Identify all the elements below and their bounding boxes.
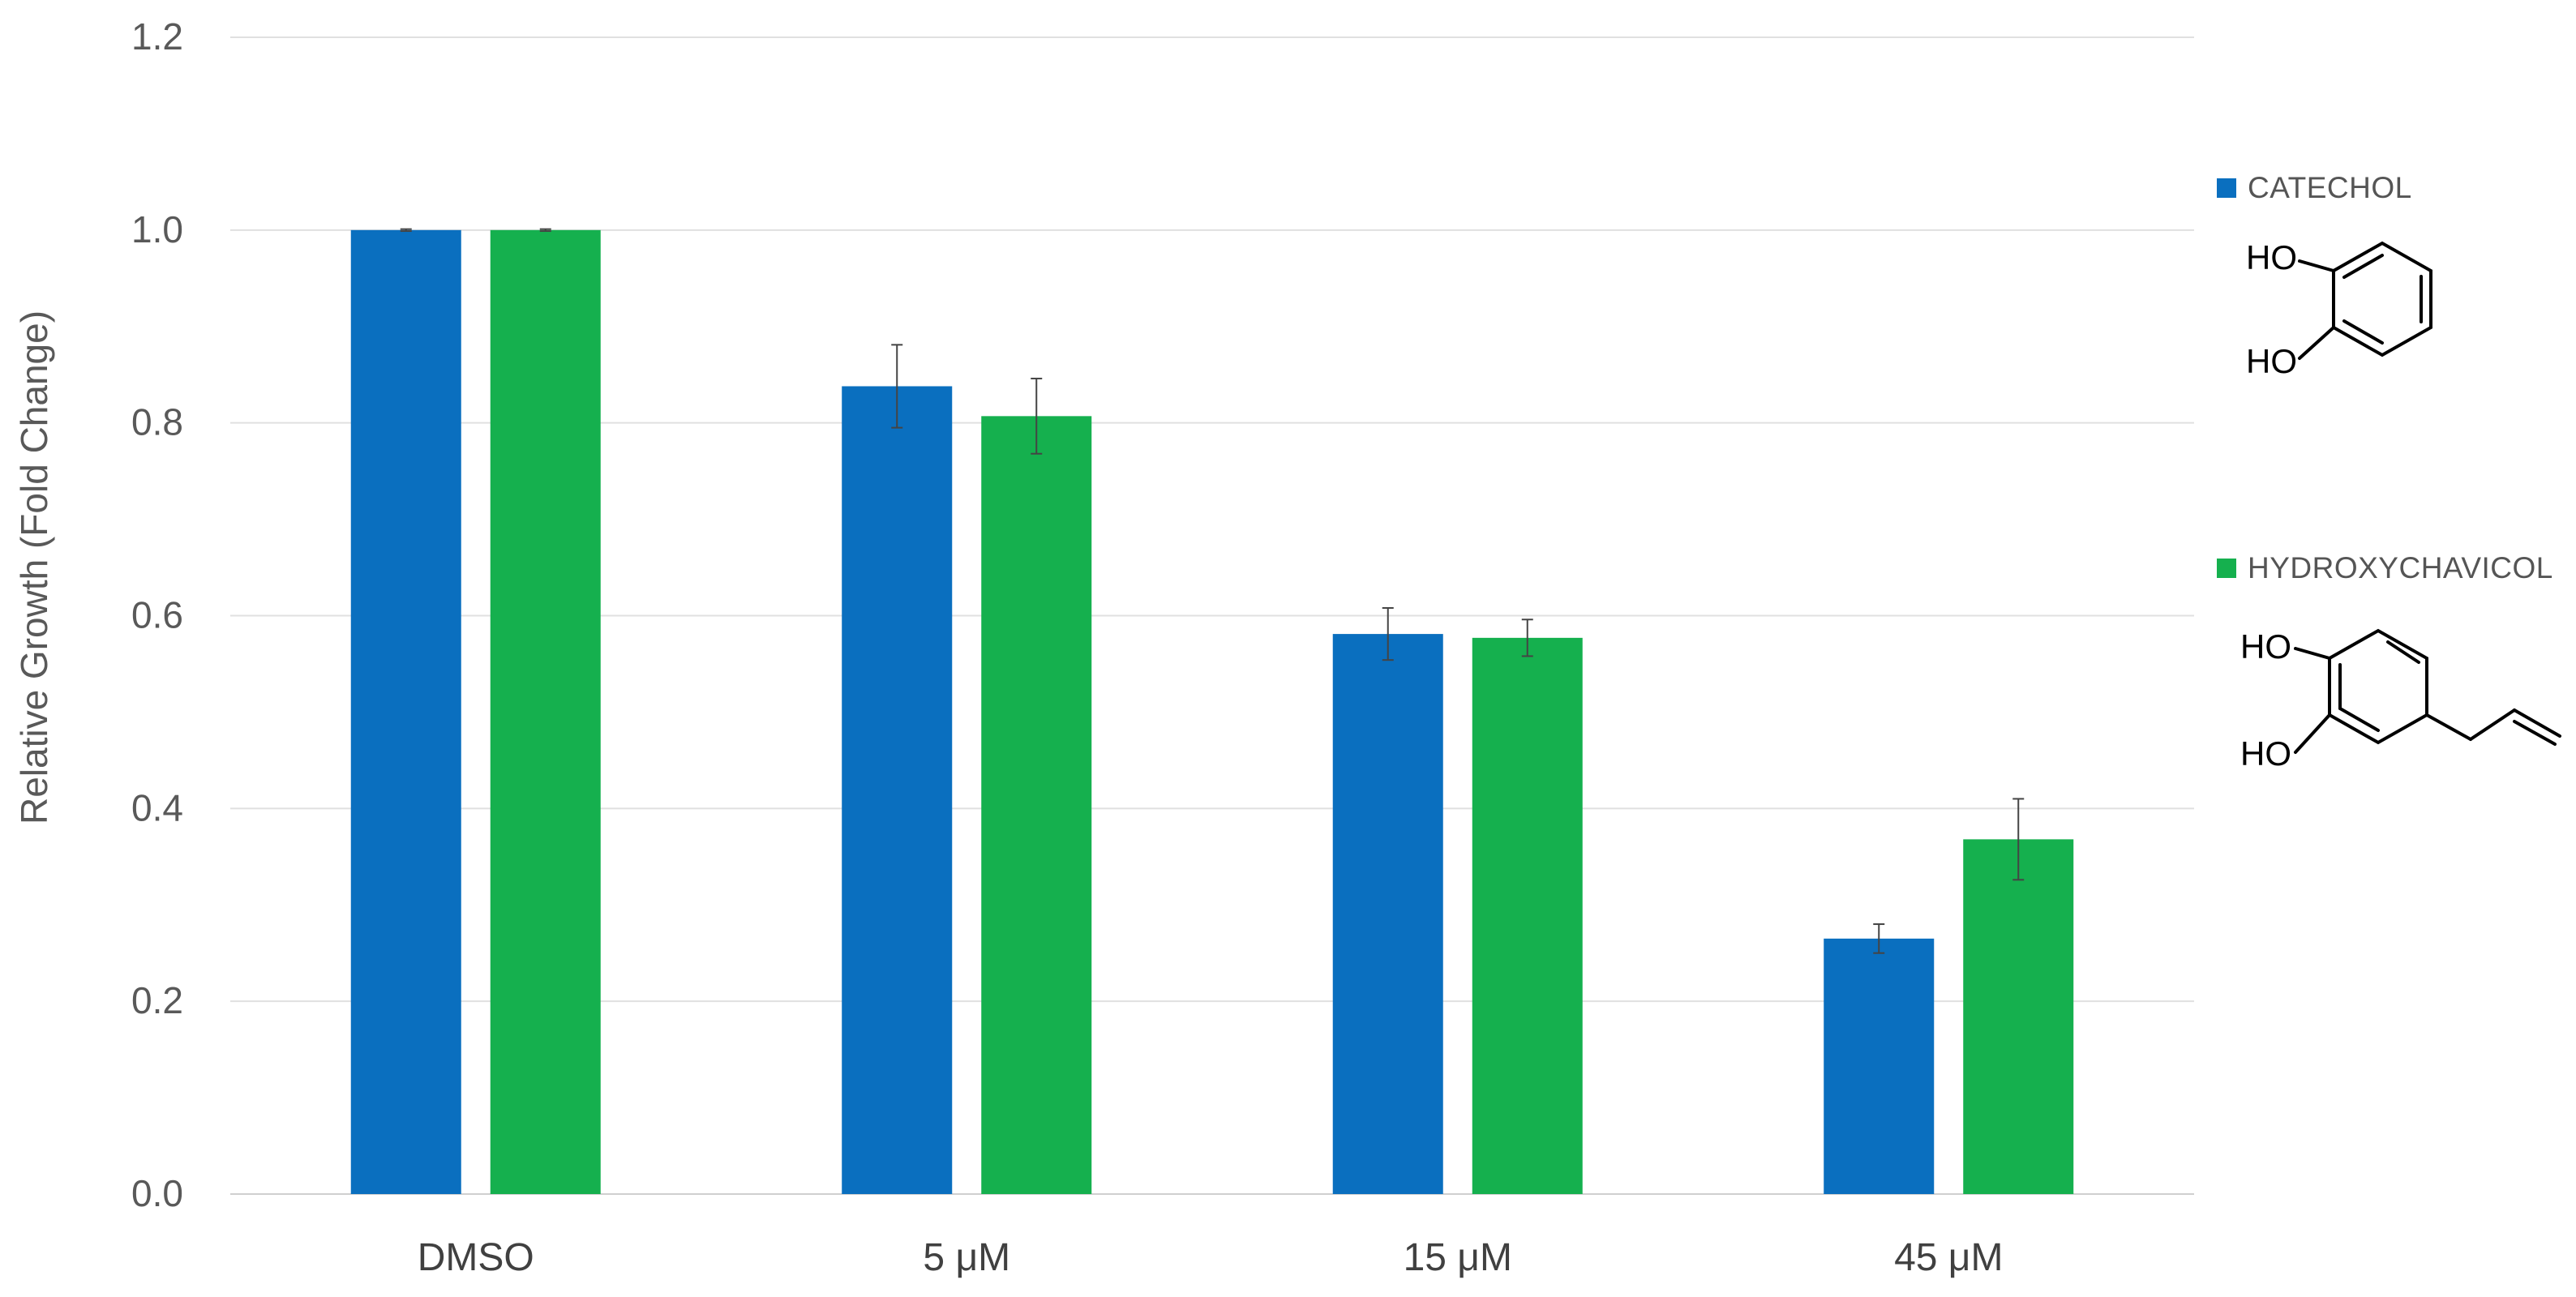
bars — [350, 229, 2074, 1194]
error-bars — [400, 228, 2025, 954]
bar-hydroxychavicol — [1963, 839, 2074, 1194]
legend-label-catechol: CATECHOL — [2248, 171, 2412, 204]
x-tick-label: DMSO — [418, 1236, 534, 1279]
y-tick-labels: 0.0 0.2 0.4 0.6 0.8 1.0 1.2 — [131, 15, 183, 1214]
y-tick-label: 0.8 — [131, 401, 183, 443]
hydroxychavicol-structure-icon: HO HO — [2240, 627, 2561, 773]
x-tick-label: 5 μM — [923, 1236, 1010, 1279]
x-tick-label: 15 μM — [1404, 1236, 1512, 1279]
legend-item-catechol: CATECHOL — [2217, 171, 2412, 205]
y-tick-label: 1.0 — [131, 208, 183, 250]
catechol-ho-bottom: HO — [2246, 342, 2297, 380]
y-tick-label: 0.0 — [131, 1172, 183, 1214]
legend-swatch-hydroxychavicol — [2217, 559, 2236, 578]
bar-catechol — [1332, 634, 1443, 1194]
legend-item-hydroxychavicol: HYDROXYCHAVICOL — [2217, 551, 2553, 585]
y-tick-label: 0.6 — [131, 594, 183, 636]
x-tick-labels: DMSO 5 μM 15 μM 45 μM — [418, 1236, 2004, 1279]
hydroxychavicol-ho-bottom: HO — [2240, 734, 2291, 773]
bar-hydroxychavicol — [981, 416, 1092, 1194]
bar-hydroxychavicol — [490, 229, 601, 1194]
catechol-structure-icon: HO HO — [2246, 238, 2432, 380]
bar-catechol — [1824, 938, 1935, 1194]
legend-swatch-catechol — [2217, 178, 2236, 198]
hydroxychavicol-ho-top: HO — [2240, 627, 2291, 666]
y-tick-label: 0.4 — [131, 786, 183, 828]
bar-catechol — [842, 386, 953, 1194]
bar-hydroxychavicol — [1472, 637, 1583, 1194]
catechol-ho-top: HO — [2246, 238, 2297, 276]
y-tick-label: 1.2 — [131, 15, 183, 58]
y-tick-label: 0.2 — [131, 979, 183, 1021]
y-axis-label: Relative Growth (Fold Change) — [13, 310, 55, 824]
legend-label-hydroxychavicol: HYDROXYCHAVICOL — [2248, 551, 2553, 584]
bar-catechol — [350, 229, 461, 1194]
x-tick-label: 45 μM — [1894, 1236, 2003, 1279]
